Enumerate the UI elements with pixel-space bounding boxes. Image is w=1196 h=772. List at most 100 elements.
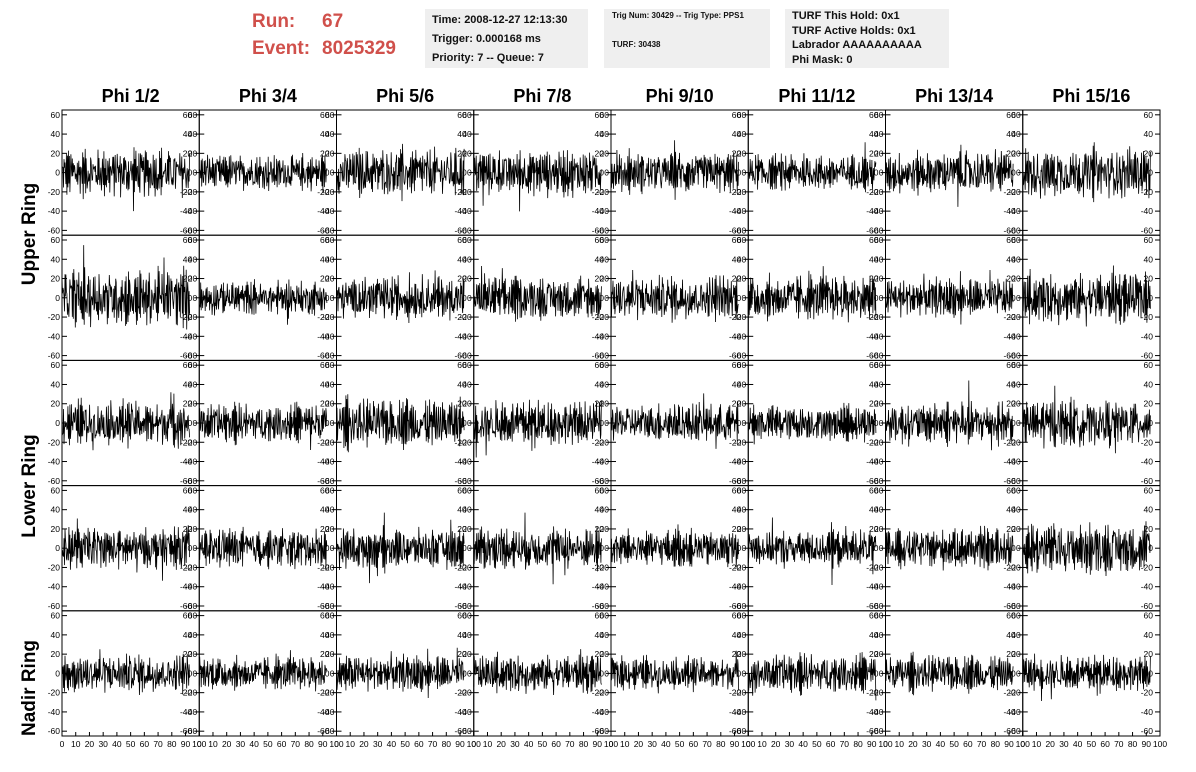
y-tick-label: -20	[48, 437, 61, 447]
trigger-text: Trigger: 0.000168 ms	[432, 33, 541, 45]
y-tick-label: 20	[595, 649, 605, 659]
y-tick-label: 60	[462, 611, 472, 621]
y-tick-label: 60	[320, 235, 330, 245]
y-tick-label: 40	[1011, 379, 1021, 389]
turf-hold-text: TURF This Hold: 0x1	[792, 10, 900, 22]
y-tick-label: -20	[185, 562, 198, 572]
waveform-trace	[199, 279, 328, 325]
x-tick-label: 90	[1142, 739, 1152, 749]
y-tick-label: 0	[1148, 543, 1153, 553]
y-tick-label: 0	[879, 293, 884, 303]
y-tick-label: 60	[188, 235, 198, 245]
y-tick-label: 0	[330, 418, 335, 428]
y-tick-label: 60	[462, 110, 472, 120]
y-tick-label: 60	[325, 110, 335, 120]
y-tick-label: 40	[457, 630, 467, 640]
y-tick-label: 0	[604, 668, 609, 678]
x-tick-label: 20	[771, 739, 781, 749]
y-tick-label: -60	[1008, 601, 1021, 611]
y-tick-label: 40	[874, 505, 884, 515]
y-tick-label: -40	[48, 331, 61, 341]
y-tick-label: 60	[874, 360, 884, 370]
x-tick-label: 40	[112, 739, 122, 749]
waveform-trace	[747, 517, 877, 586]
y-tick-label: 20	[462, 274, 472, 284]
y-tick-label: -40	[729, 331, 742, 341]
y-tick-label: 40	[1011, 254, 1021, 264]
y-tick-label: 20	[600, 148, 610, 158]
y-tick-label: 20	[1144, 524, 1154, 534]
y-tick-label: 60	[1011, 360, 1021, 370]
x-tick-label: 0	[334, 739, 339, 749]
y-tick-label: 60	[457, 360, 467, 370]
y-tick-label: -60	[734, 726, 747, 736]
x-tick-label: 70	[428, 739, 438, 749]
y-tick-label: 60	[600, 235, 610, 245]
y-tick-label: 20	[737, 274, 747, 284]
y-tick-label: 60	[325, 235, 335, 245]
y-tick-label: 40	[320, 379, 330, 389]
turf-text: TURF: 30438	[612, 40, 661, 49]
y-tick-label: -40	[729, 457, 742, 467]
y-tick-label: 40	[457, 505, 467, 515]
y-tick-label: 0	[55, 168, 60, 178]
y-tick-label: 20	[457, 524, 467, 534]
waveform-trace	[61, 518, 190, 581]
y-tick-label: 20	[188, 399, 198, 409]
y-tick-label: 40	[1011, 129, 1021, 139]
y-tick-label: 20	[1144, 274, 1154, 284]
y-tick-label: 60	[51, 235, 61, 245]
y-tick-label: 40	[1144, 630, 1154, 640]
y-tick-label: -60	[459, 351, 472, 361]
y-tick-label: -40	[459, 206, 472, 216]
y-tick-label: 40	[732, 630, 742, 640]
y-tick-label: 60	[457, 485, 467, 495]
y-tick-label: 0	[193, 668, 198, 678]
column-label-3: Phi 5/6	[376, 86, 435, 106]
y-tick-label: 0	[462, 543, 467, 553]
y-tick-label: -40	[871, 707, 884, 717]
y-tick-label: -60	[1141, 601, 1154, 611]
y-tick-label: 0	[325, 668, 330, 678]
y-tick-label: 0	[330, 543, 335, 553]
y-tick-label: 40	[732, 254, 742, 264]
y-tick-label: -60	[1008, 476, 1021, 486]
x-tick-label: 70	[702, 739, 712, 749]
y-tick-label: 20	[595, 274, 605, 284]
y-tick-label: -40	[871, 206, 884, 216]
y-tick-label: 60	[51, 110, 61, 120]
y-tick-label: 20	[732, 148, 742, 158]
y-tick-label: 0	[55, 543, 60, 553]
waveform-trace	[199, 152, 328, 193]
y-tick-label: 40	[188, 129, 198, 139]
x-tick-label: 30	[236, 739, 246, 749]
y-tick-label: 40	[737, 505, 747, 515]
y-tick-label: 0	[462, 168, 467, 178]
y-tick-label: -40	[48, 206, 61, 216]
x-tick-label: 0	[609, 739, 614, 749]
y-tick-label: 60	[737, 110, 747, 120]
y-tick-label: 20	[1011, 148, 1021, 158]
y-tick-label: 40	[595, 379, 605, 389]
x-tick-label: 70	[565, 739, 575, 749]
y-tick-label: 40	[595, 129, 605, 139]
y-tick-label: 20	[737, 399, 747, 409]
y-tick-label: 0	[742, 293, 747, 303]
y-tick-label: -40	[597, 582, 610, 592]
y-tick-label: 60	[183, 235, 193, 245]
x-tick-label: 20	[908, 739, 918, 749]
y-tick-label: -40	[454, 707, 467, 717]
y-tick-label: -20	[1008, 562, 1021, 572]
y-tick-label: 20	[51, 148, 61, 158]
y-tick-label: 60	[595, 485, 605, 495]
y-tick-label: -60	[866, 351, 879, 361]
y-tick-label: 0	[1148, 168, 1153, 178]
y-tick-label: 40	[1144, 254, 1154, 264]
x-tick-label: 40	[387, 739, 397, 749]
x-tick-label: 100	[1153, 739, 1167, 749]
y-tick-label: 20	[457, 399, 467, 409]
y-tick-label: -40	[459, 457, 472, 467]
y-tick-label: -20	[734, 562, 747, 572]
x-tick-label: 100	[604, 739, 618, 749]
y-tick-label: -60	[866, 726, 879, 736]
